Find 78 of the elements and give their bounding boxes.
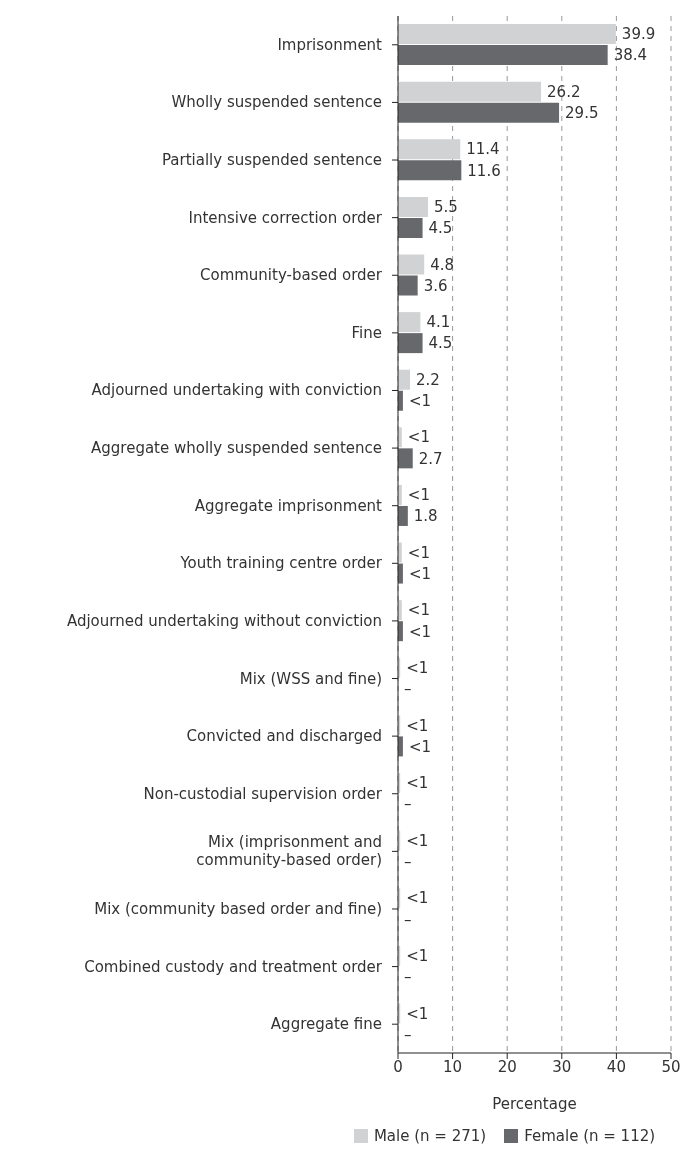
data-label: 29.5 <box>565 104 599 123</box>
bar <box>398 81 542 102</box>
bar <box>398 217 423 238</box>
y-tick-label: Imprisonment <box>277 35 383 54</box>
data-label: – <box>404 852 412 871</box>
bar <box>398 333 423 354</box>
x-tick-label: 30 <box>552 1057 572 1076</box>
bar <box>398 448 413 469</box>
y-tick-label: Community-based order <box>199 266 383 285</box>
y-tick-label: Combined custody and treatment order <box>84 957 383 976</box>
legend-label: Female (n = 112) <box>523 1127 656 1145</box>
x-tick-label: 0 <box>393 1057 403 1076</box>
data-label: 4.5 <box>428 219 453 238</box>
data-label: 2.2 <box>416 370 440 389</box>
data-label: 4.1 <box>426 313 451 332</box>
bar <box>398 369 411 390</box>
x-tick-label: 10 <box>443 1057 463 1076</box>
bar <box>398 102 560 123</box>
data-label: – <box>404 910 412 929</box>
data-label: 1.8 <box>413 507 438 526</box>
y-tick-label: Youth training centre order <box>179 554 383 573</box>
y-tick-label: Mix (imprisonment and community-based order) <box>196 833 382 870</box>
y-tick-label: Aggregate fine <box>270 1015 382 1034</box>
y-tick-label: Non-custodial supervision order <box>143 784 383 803</box>
data-label: <1 <box>408 622 432 641</box>
y-tick-label: Adjourned undertaking without conviction <box>66 611 382 630</box>
data-label: 4.8 <box>430 255 455 274</box>
x-tick-label: 20 <box>497 1057 517 1076</box>
data-label: <1 <box>406 716 429 735</box>
data-label: <1 <box>406 774 429 793</box>
y-tick-label: Fine <box>351 323 382 342</box>
data-label: <1 <box>406 831 429 850</box>
data-label: – <box>404 680 412 699</box>
data-label: <1 <box>408 392 432 411</box>
bar <box>398 275 418 296</box>
y-tick-label: Convicted and discharged <box>186 727 382 746</box>
bar <box>398 160 462 181</box>
data-label: <1 <box>407 543 430 562</box>
y-tick-label: Wholly suspended sentence <box>171 93 382 112</box>
data-label: <1 <box>408 737 432 756</box>
data-label: <1 <box>407 601 430 620</box>
data-label: – <box>404 968 412 987</box>
data-label: <1 <box>407 486 430 505</box>
bar <box>398 505 408 526</box>
bar <box>398 139 461 160</box>
data-label: 5.5 <box>434 198 458 217</box>
data-label: <1 <box>406 1004 429 1023</box>
y-tick-label: Partially suspended sentence <box>161 151 382 170</box>
bar <box>398 312 421 333</box>
bar <box>398 24 616 45</box>
data-label: <1 <box>406 889 429 908</box>
data-label: <1 <box>407 428 430 447</box>
x-axis-title: Percentage <box>492 1095 577 1113</box>
y-tick-label: Adjourned undertaking with conviction <box>91 381 382 400</box>
y-tick-label: Aggregate imprisonment <box>194 496 383 515</box>
y-tick-label: Mix (community based order and fine) <box>94 899 382 918</box>
data-label: <1 <box>408 564 432 583</box>
y-tick-label: Aggregate wholly suspended sentence <box>91 439 382 458</box>
data-label: – <box>404 1025 412 1044</box>
x-tick-label: 40 <box>606 1057 626 1076</box>
data-label: 11.6 <box>467 161 501 180</box>
data-label: 11.4 <box>466 140 500 159</box>
bar <box>398 45 608 66</box>
data-label: 39.9 <box>621 25 656 44</box>
data-label: 4.5 <box>428 334 453 353</box>
data-label: 38.4 <box>613 46 648 65</box>
data-label: – <box>404 795 412 814</box>
legend-label: Male (n = 271) <box>372 1127 487 1145</box>
bar <box>398 196 429 217</box>
data-label: <1 <box>406 946 429 965</box>
y-tick-label: Mix (WSS and fine) <box>239 669 382 688</box>
data-label: 3.6 <box>423 276 448 295</box>
data-label: <1 <box>406 658 429 677</box>
y-tick-label: Intensive correction order <box>188 208 383 227</box>
data-label: 26.2 <box>547 82 581 101</box>
data-label: 2.7 <box>418 449 443 468</box>
x-tick-label: 50 <box>661 1057 681 1076</box>
bar <box>398 254 425 275</box>
